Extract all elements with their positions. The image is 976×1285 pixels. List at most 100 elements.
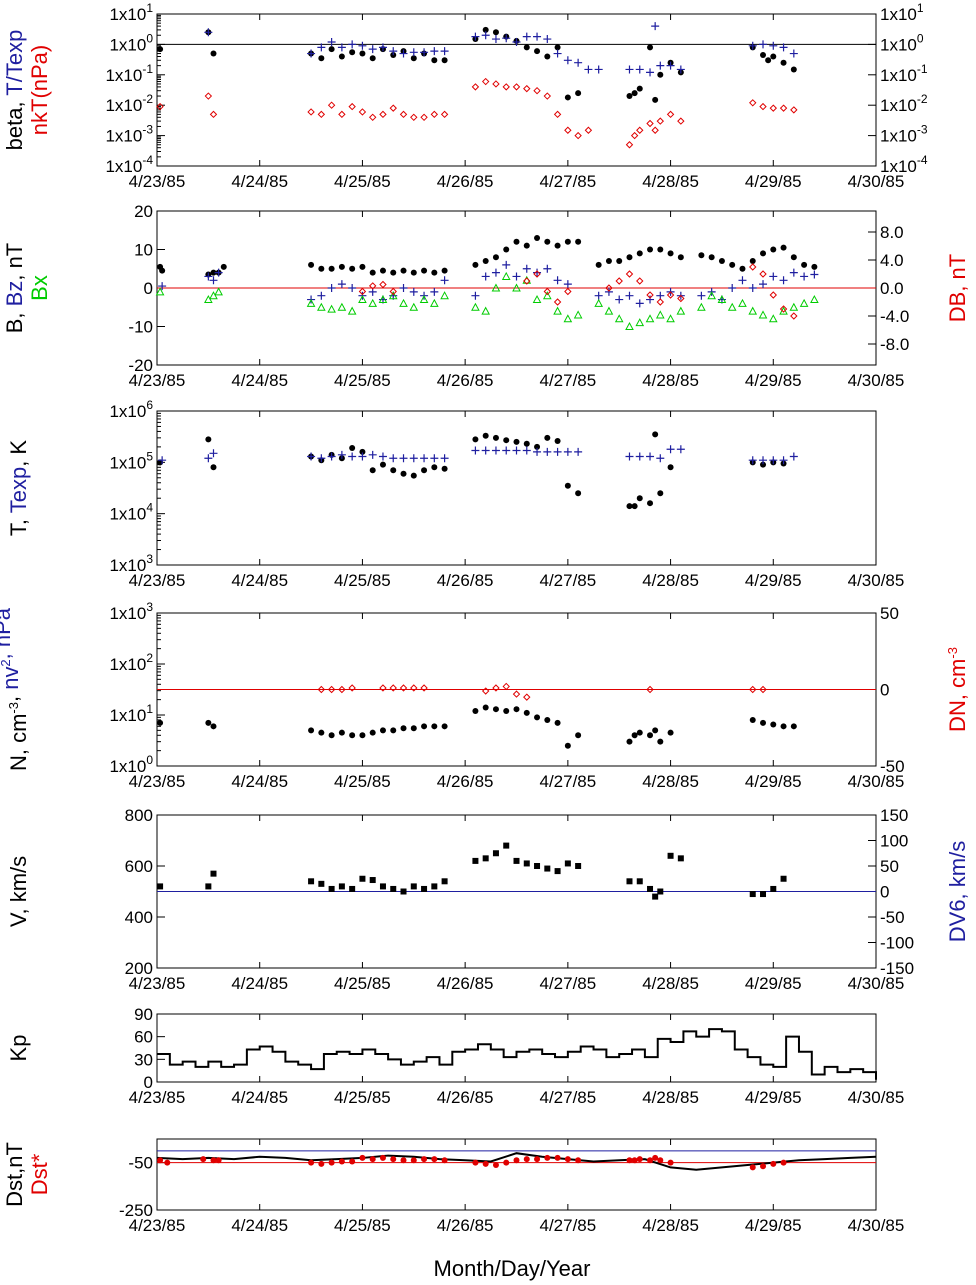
data-point bbox=[318, 55, 325, 62]
data-point bbox=[799, 298, 809, 307]
data-point bbox=[440, 47, 449, 56]
y-right-tick-label: 100 bbox=[880, 832, 908, 851]
y-tick-label: 1x100 bbox=[109, 31, 153, 54]
y-tick-label: 60 bbox=[134, 1028, 153, 1047]
data-point bbox=[616, 258, 623, 265]
data-point bbox=[214, 268, 223, 277]
y-axis-label: beta, T/Texp bbox=[2, 30, 27, 151]
x-tick-label: 4/23/85 bbox=[129, 371, 186, 390]
data-point bbox=[811, 263, 818, 270]
data-point bbox=[472, 857, 479, 864]
y-axis-label: Dst,nT bbox=[2, 1142, 27, 1207]
data-point bbox=[390, 885, 397, 892]
data-point bbox=[533, 270, 541, 278]
x-tick-label: 4/30/85 bbox=[848, 974, 905, 993]
data-point bbox=[337, 280, 346, 289]
y-tick-label: 1x105 bbox=[109, 449, 153, 472]
data-point bbox=[544, 434, 551, 441]
data-point bbox=[636, 126, 644, 134]
data-point bbox=[359, 448, 366, 455]
x-tick-label: 4/24/85 bbox=[231, 1216, 288, 1235]
data-point bbox=[399, 684, 408, 692]
y-right-tick-label: 50 bbox=[880, 857, 899, 876]
data-point bbox=[789, 268, 798, 277]
data-point bbox=[605, 258, 612, 265]
data-point bbox=[472, 1159, 479, 1166]
series-1 bbox=[157, 1154, 787, 1171]
data-point bbox=[441, 57, 448, 64]
data-point bbox=[563, 280, 572, 289]
data-point bbox=[399, 454, 408, 463]
data-point bbox=[779, 43, 788, 52]
data-point bbox=[158, 456, 167, 465]
y-tick-label: 1x102 bbox=[109, 651, 153, 674]
data-point bbox=[368, 113, 377, 122]
data-point bbox=[748, 284, 757, 292]
series-1 bbox=[158, 445, 798, 465]
y-right-tick-label: -8.0 bbox=[880, 335, 909, 354]
data-point bbox=[631, 1157, 638, 1164]
data-point bbox=[390, 1156, 397, 1163]
y-tick-label: 1x10-4 bbox=[105, 153, 153, 176]
data-point bbox=[317, 454, 326, 463]
y-axis-label: T, Texp, K bbox=[6, 440, 31, 537]
data-point bbox=[209, 449, 218, 458]
data-point bbox=[400, 470, 407, 477]
data-point bbox=[328, 885, 335, 892]
data-point bbox=[440, 291, 449, 300]
data-point bbox=[554, 1154, 561, 1161]
data-point bbox=[338, 685, 346, 694]
data-point bbox=[482, 258, 489, 265]
x-tick-label: 4/28/85 bbox=[642, 371, 699, 390]
data-point bbox=[501, 271, 511, 280]
data-point bbox=[522, 264, 531, 273]
y-tick-label: 1x101 bbox=[109, 1, 153, 24]
data-point bbox=[636, 1156, 643, 1163]
data-point bbox=[368, 298, 378, 307]
data-point bbox=[523, 44, 530, 51]
data-point bbox=[769, 456, 778, 465]
data-point bbox=[748, 456, 757, 465]
data-point bbox=[349, 1158, 356, 1165]
data-point bbox=[749, 258, 756, 265]
data-point bbox=[728, 284, 737, 292]
data-point bbox=[533, 447, 542, 456]
data-point bbox=[410, 269, 417, 276]
data-point bbox=[155, 287, 165, 296]
data-point bbox=[409, 302, 419, 311]
data-point bbox=[652, 893, 659, 900]
data-point bbox=[758, 310, 768, 319]
x-tick-label: 4/26/85 bbox=[437, 1088, 494, 1107]
y-right-tick-label: 1x10-3 bbox=[880, 123, 928, 146]
data-point bbox=[204, 92, 213, 100]
data-point bbox=[789, 49, 798, 58]
x-tick-label: 4/29/85 bbox=[745, 1088, 802, 1107]
data-point bbox=[770, 246, 777, 253]
data-point bbox=[765, 57, 772, 64]
data-point bbox=[564, 482, 571, 489]
data-point bbox=[635, 452, 644, 461]
data-point bbox=[677, 117, 685, 125]
data-point bbox=[513, 438, 520, 445]
data-point bbox=[481, 77, 490, 86]
series-line bbox=[157, 1028, 877, 1080]
data-point bbox=[779, 276, 788, 285]
data-point bbox=[645, 314, 655, 323]
x-tick-label: 4/27/85 bbox=[539, 571, 596, 590]
data-point bbox=[647, 44, 654, 51]
series-2 bbox=[156, 77, 798, 149]
data-point bbox=[481, 31, 490, 40]
x-tick-label: 4/24/85 bbox=[231, 1088, 288, 1107]
data-point bbox=[759, 102, 767, 111]
data-point bbox=[657, 246, 664, 253]
y-right-tick-label: 0 bbox=[880, 883, 889, 902]
data-point bbox=[770, 721, 777, 728]
data-point bbox=[604, 287, 613, 296]
y-right-tick-label: -150 bbox=[880, 959, 914, 978]
data-point bbox=[441, 465, 448, 472]
y-right-tick-label: 1x10-1 bbox=[880, 62, 928, 85]
data-point bbox=[378, 43, 387, 52]
data-point bbox=[657, 738, 664, 745]
data-point bbox=[657, 71, 664, 78]
x-tick-label: 4/29/85 bbox=[745, 172, 802, 191]
